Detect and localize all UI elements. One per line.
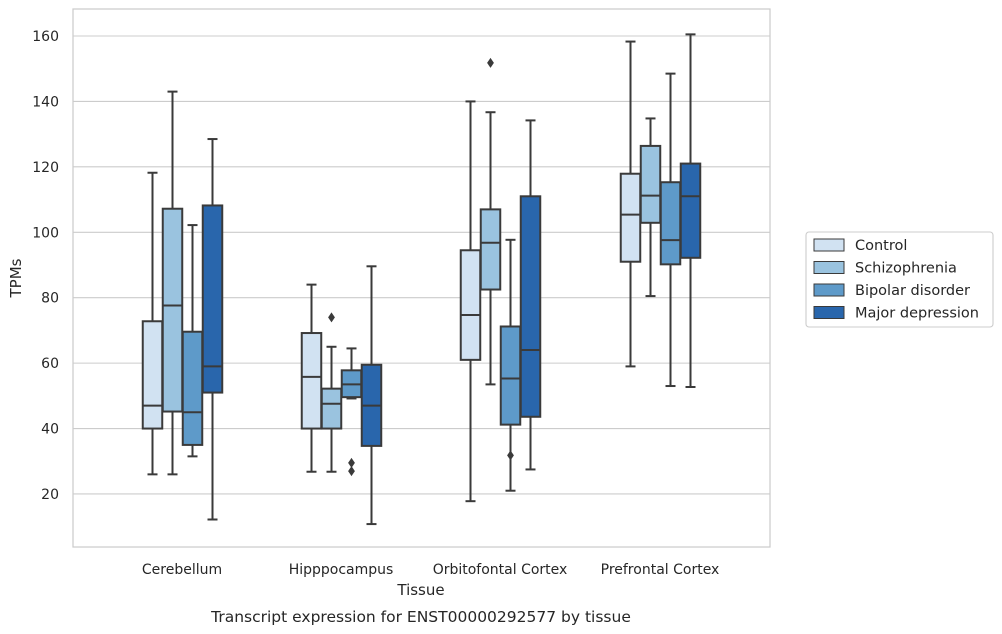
- plot-frame: [72, 8, 771, 548]
- box-iqr: [679, 162, 702, 259]
- box-iqr: [659, 181, 682, 266]
- legend-swatch: [813, 283, 845, 297]
- box-major-depression: [519, 119, 542, 471]
- box-series: [141, 33, 702, 526]
- x-axis-label: Tissue: [396, 581, 444, 599]
- box-schizophrenia: [479, 57, 502, 386]
- legend-swatch: [813, 261, 845, 274]
- box-schizophrenia: [161, 90, 184, 476]
- y-tick-label: 60: [41, 356, 59, 372]
- y-tick-label: 20: [41, 487, 59, 503]
- box-control: [459, 100, 482, 503]
- legend-swatch: [813, 306, 845, 319]
- y-tick-label: 80: [41, 291, 59, 307]
- y-tick-labels: 20 40 60 80 100 120 140 160: [32, 29, 59, 503]
- box-iqr: [499, 325, 522, 426]
- box-iqr: [619, 172, 642, 263]
- box-iqr: [519, 195, 542, 418]
- box-iqr: [181, 330, 204, 446]
- legend-label: Bipolar disorder: [855, 283, 970, 299]
- box-iqr: [479, 208, 502, 291]
- x-tick-labels: Cerebellum Hipppocampus Orbitofontal Corte…: [142, 562, 719, 578]
- box-iqr: [300, 332, 323, 430]
- x-tick-label: Hipppocampus: [289, 562, 394, 578]
- legend-swatch: [813, 238, 845, 252]
- x-tick-label: Cerebellum: [142, 562, 222, 578]
- y-tick-label: 140: [32, 94, 59, 110]
- legend-label: Control: [855, 238, 907, 254]
- outlier-point: [507, 450, 514, 461]
- box-iqr: [201, 204, 224, 394]
- x-tick-label: Prefrontal Cortex: [601, 562, 720, 578]
- chart-caption: Transcript expression for ENST0000029257…: [210, 608, 631, 626]
- legend: Control Schizophrenia Bipolar disorder Majo…: [805, 231, 994, 328]
- box-iqr: [320, 387, 343, 430]
- box-schizophrenia: [320, 312, 343, 473]
- box-major-depression: [360, 265, 383, 526]
- box-bipolar-disorder: [659, 72, 682, 388]
- x-tick-label: Orbitofontal Cortex: [433, 562, 568, 578]
- outlier-point: [328, 312, 335, 323]
- box-control: [300, 283, 323, 473]
- outlier-point: [487, 57, 494, 68]
- box-iqr: [639, 144, 662, 224]
- box-bipolar-disorder: [499, 238, 522, 492]
- y-tick-label: 100: [32, 225, 59, 241]
- legend-frame: [805, 231, 994, 328]
- y-tick-label: 40: [41, 422, 59, 438]
- outlier-point: [348, 466, 355, 477]
- outlier-point: [348, 457, 355, 468]
- box-major-depression: [679, 33, 702, 389]
- y-axis-label: TPMs: [7, 258, 25, 298]
- box-major-depression: [201, 138, 224, 521]
- y-tick-label: 160: [32, 29, 59, 45]
- legend-label: Major depression: [855, 306, 979, 322]
- box-iqr: [161, 207, 184, 413]
- box-iqr: [141, 320, 164, 430]
- legend-label: Schizophrenia: [855, 261, 957, 277]
- box-control: [141, 171, 164, 476]
- y-tick-label: 120: [32, 160, 59, 176]
- box-iqr: [459, 249, 482, 361]
